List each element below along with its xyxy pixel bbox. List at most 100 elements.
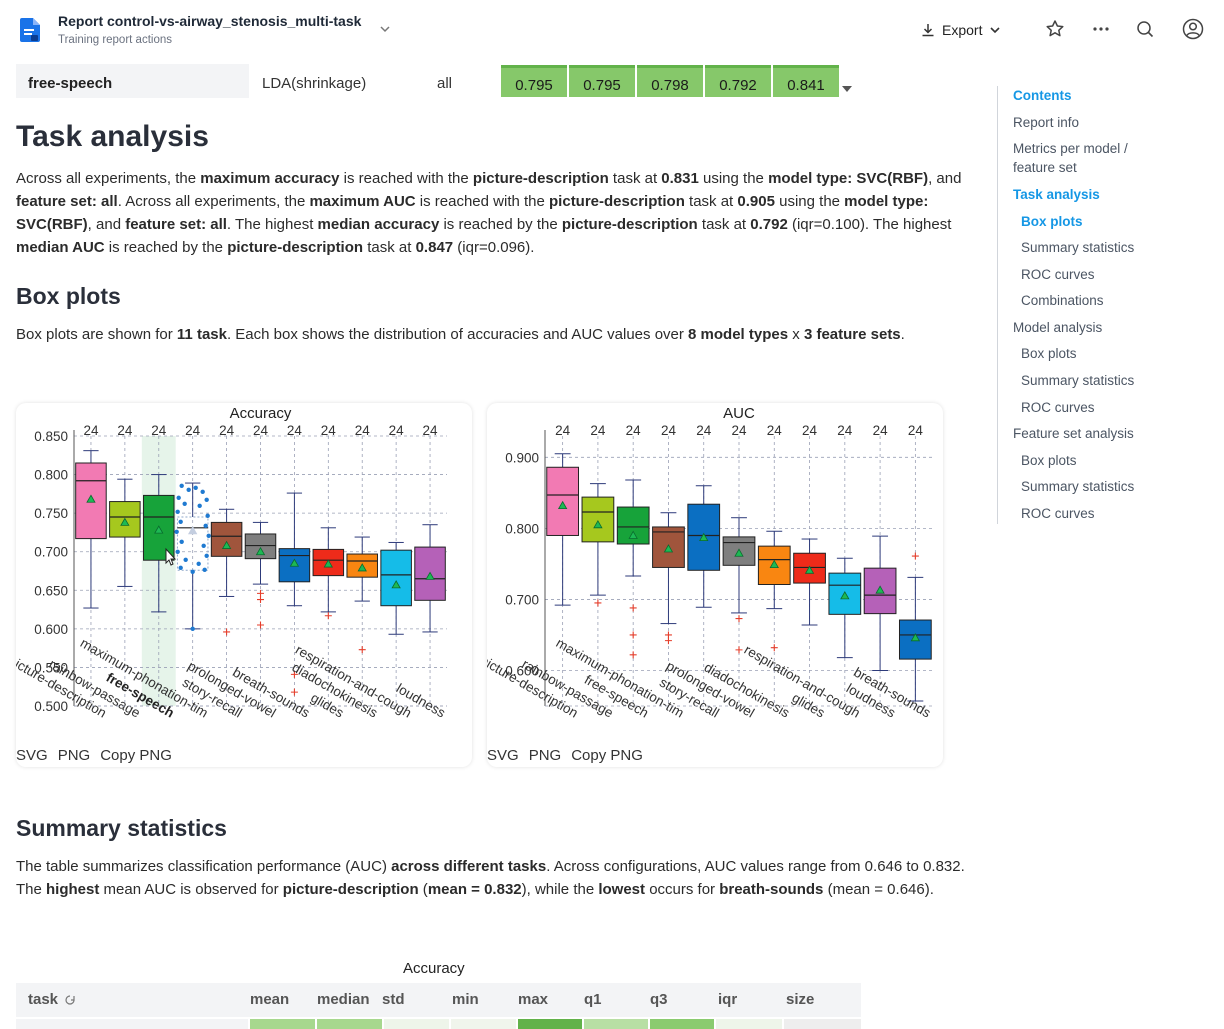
hover-point: [190, 626, 195, 632]
box-plots-paragraph: Box plots are shown for 11 task. Each bo…: [16, 326, 905, 343]
toc-item[interactable]: ROC curves: [1021, 506, 1095, 521]
hover-point: [204, 497, 209, 502]
toc-item[interactable]: Summary statistics: [1021, 479, 1135, 494]
mouse-cursor-icon: [165, 547, 177, 566]
column-header-min[interactable]: min: [452, 991, 479, 1008]
png-export-link[interactable]: PNG: [528, 747, 562, 764]
y-tick-label: 0.650: [34, 583, 68, 598]
chart-export-actions: SVG PNG Copy PNG: [16, 747, 172, 764]
hover-point: [182, 501, 187, 506]
y-tick-label: 0.850: [34, 429, 68, 444]
accuracy-box-plot[interactable]: Accuracy 0.500 0.550 0.600 0.650 0.700 0.750 0.…: [16, 403, 472, 743]
toc-item[interactable]: Model analysis: [1013, 320, 1103, 335]
toc-item[interactable]: Summary statistics: [1021, 240, 1135, 255]
copy-png-link[interactable]: Copy PNG: [571, 747, 643, 764]
summary-paragraph: The table summarizes classification perf…: [16, 858, 965, 898]
table-of-contents: Contents Report info Metrics per model / fe…: [997, 86, 1212, 524]
dropdown-caret-icon[interactable]: [842, 86, 852, 92]
hover-point: [186, 487, 191, 492]
copy-png-link[interactable]: Copy PNG: [100, 747, 172, 764]
column-header-q3[interactable]: q3: [650, 991, 668, 1008]
toc-item[interactable]: Task analysis: [1013, 187, 1100, 202]
toc-item[interactable]: ROC curves: [1021, 267, 1095, 282]
toc-item[interactable]: Summary statistics: [1021, 373, 1135, 388]
count-label: 24: [908, 423, 924, 438]
hover-point: [205, 513, 210, 518]
toc-item[interactable]: ROC curves: [1021, 400, 1095, 415]
chart-export-actions: SVG PNG Copy PNG: [487, 747, 643, 764]
outlier-marker: [290, 670, 298, 678]
mean-marker: [593, 520, 603, 529]
toc-item[interactable]: Report info: [1013, 115, 1080, 130]
mean-marker: [154, 525, 164, 534]
toc-item[interactable]: Box plots: [1021, 214, 1083, 229]
count-label: 24: [185, 423, 201, 438]
count-label: 24: [661, 423, 677, 438]
outlier-marker: [594, 599, 602, 607]
svg-export-link[interactable]: SVG: [487, 747, 519, 764]
column-header-task[interactable]: task: [28, 991, 59, 1008]
outlier-marker: [257, 596, 264, 604]
box: [176, 516, 209, 571]
hover-point: [201, 543, 206, 548]
column-header-mean[interactable]: mean: [250, 991, 290, 1008]
y-tick-label: 0.600: [505, 663, 539, 678]
mean-marker: [425, 571, 435, 580]
export-button[interactable]: Export: [920, 18, 1002, 42]
star-icon[interactable]: [1044, 18, 1066, 40]
table-cell: [784, 1019, 861, 1029]
svg-export-link[interactable]: SVG: [16, 747, 48, 764]
count-label: 24: [802, 423, 818, 438]
toc-item[interactable]: Box plots: [1021, 346, 1077, 361]
hover-point: [178, 519, 183, 524]
chevron-down-icon[interactable]: [378, 22, 392, 36]
summary-table-title: Accuracy: [403, 960, 465, 977]
toc-item[interactable]: Metrics per model /: [1013, 141, 1128, 156]
sort-icon[interactable]: [65, 995, 75, 1005]
auc-box-plot[interactable]: AUC0.6000.7000.8000.90024picture-descrip…: [487, 403, 943, 743]
y-tick-label: 0.700: [34, 545, 68, 560]
outlier-marker: [290, 688, 298, 696]
toc-item[interactable]: Combinations: [1021, 293, 1104, 308]
count-label: 24: [590, 423, 606, 438]
column-header-std[interactable]: std: [382, 991, 405, 1008]
mean-marker: [875, 585, 885, 594]
outlier-marker: [257, 589, 264, 597]
table-cell: [250, 1019, 315, 1029]
mean-marker: [86, 494, 96, 503]
y-tick-label: 0.550: [34, 660, 68, 675]
toc-item[interactable]: Feature set analysis: [1013, 426, 1134, 441]
task-analysis-heading: Task analysis: [16, 120, 209, 153]
png-export-link[interactable]: PNG: [57, 747, 91, 764]
toc-item[interactable]: Contents: [1013, 88, 1072, 103]
mean-marker: [734, 548, 744, 557]
column-header-iqr[interactable]: iqr: [718, 991, 738, 1008]
box: [581, 496, 615, 543]
mean-marker: [663, 544, 674, 553]
table-cell-model: LDA(shrinkage): [262, 75, 367, 92]
table-cell-metric: 0.795: [569, 65, 635, 97]
toc-item[interactable]: feature set: [1013, 160, 1077, 175]
user-account-icon[interactable]: [1182, 18, 1204, 40]
column-header-max[interactable]: max: [518, 991, 549, 1008]
top-bar: Report control-vs-airway_stenosis_multi-…: [0, 0, 1224, 62]
toc-item[interactable]: Box plots: [1021, 453, 1077, 468]
column-header-size[interactable]: size: [786, 991, 815, 1008]
more-options-icon[interactable]: [1090, 18, 1112, 40]
table-row: [16, 1019, 861, 1029]
table-cell: [716, 1019, 782, 1029]
report-title-block[interactable]: Report control-vs-airway_stenosis_multi-…: [58, 13, 361, 46]
y-tick-label: 0.900: [505, 450, 539, 465]
search-icon[interactable]: [1134, 18, 1156, 40]
task-analysis-paragraph: Across all experiments, the maximum accu…: [16, 170, 962, 256]
count-label: 24: [321, 423, 337, 438]
mean-marker: [557, 500, 568, 510]
count-label: 24: [253, 423, 269, 438]
column-header-q1[interactable]: q1: [584, 991, 602, 1008]
mean-marker: [357, 563, 367, 572]
hover-point: [176, 495, 181, 500]
mean-marker: [391, 580, 401, 589]
mean-marker: [289, 558, 300, 567]
column-header-median[interactable]: median: [317, 991, 370, 1008]
hover-point: [204, 553, 209, 558]
